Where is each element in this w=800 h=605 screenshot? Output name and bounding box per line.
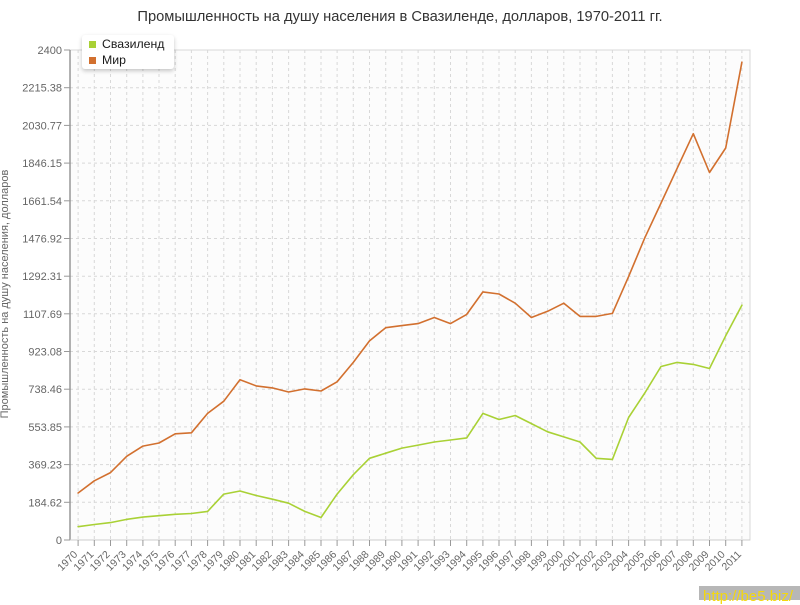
svg-text:2400: 2400 [38, 45, 62, 57]
svg-text:1107.69: 1107.69 [23, 309, 62, 321]
svg-text:1476.92: 1476.92 [22, 234, 62, 246]
svg-text:553.85: 553.85 [28, 422, 62, 434]
svg-text:2030.77: 2030.77 [22, 120, 62, 132]
svg-text:0: 0 [56, 535, 62, 547]
svg-text:369.23: 369.23 [28, 460, 62, 472]
svg-text:2215.38: 2215.38 [22, 83, 62, 95]
svg-text:1661.54: 1661.54 [22, 196, 62, 208]
svg-text:2011: 2011 [720, 549, 745, 574]
svg-text:1292.31: 1292.31 [22, 271, 62, 283]
svg-text:1846.15: 1846.15 [22, 158, 62, 170]
svg-text:923.08: 923.08 [28, 347, 62, 359]
svg-text:738.46: 738.46 [28, 384, 62, 396]
svg-text:184.62: 184.62 [28, 497, 62, 509]
